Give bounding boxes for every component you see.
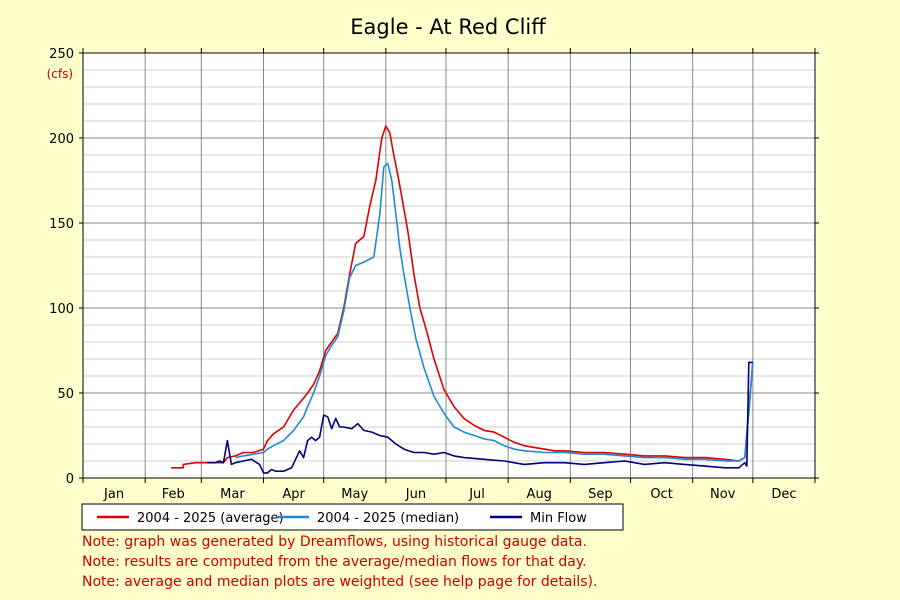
chart-title: Eagle - At Red Cliff [350, 15, 546, 39]
x-tick-label: Aug [527, 487, 552, 502]
legend-label: 2004 - 2025 (average) [137, 511, 284, 526]
y-tick-label: 0 [66, 472, 74, 487]
y-axis-unit-label: (cfs) [47, 67, 73, 81]
series-line-2 [207, 361, 753, 474]
y-tick-label: 250 [49, 47, 74, 62]
plot-area [83, 53, 815, 478]
x-tick-label: Mar [220, 487, 245, 502]
y-tick-label: 150 [49, 217, 74, 232]
legend-label: Min Flow [530, 511, 587, 526]
x-tick-label: Jul [468, 487, 485, 502]
y-tick-label: 50 [57, 387, 74, 402]
x-tick-label: Feb [162, 487, 185, 502]
note-line-1: Note: graph was generated by Dreamflows,… [82, 534, 587, 550]
x-tick-label: Jan [103, 487, 124, 502]
x-tick-label: Jun [405, 487, 426, 502]
x-tick-label: Dec [771, 487, 796, 502]
legend-label: 2004 - 2025 (median) [317, 511, 459, 526]
series-line-1 [235, 162, 754, 462]
note-line-3: Note: average and median plots are weigh… [82, 574, 598, 590]
grid-layer [83, 53, 815, 479]
legend: 2004 - 2025 (average) 2004 - 2025 (median… [81, 503, 624, 531]
series-layer [171, 125, 754, 474]
note-line-2: Note: results are computed from the aver… [82, 554, 587, 570]
legend-box [81, 503, 624, 531]
x-tick-label: Sep [588, 487, 613, 502]
y-tick-label: 100 [49, 302, 74, 317]
x-tick-label: Nov [710, 487, 736, 502]
plot-frame [82, 52, 816, 479]
axes-layer: 0 50 100 150 200 250 Jan Feb Mar Apr May Jun Jul Aug S… [49, 47, 819, 502]
y-tick-label: 200 [49, 132, 74, 147]
x-tick-label: Apr [282, 487, 305, 502]
x-tick-label: May [341, 487, 368, 502]
x-tick-label: Oct [650, 487, 672, 502]
series-line-0 [171, 125, 754, 469]
